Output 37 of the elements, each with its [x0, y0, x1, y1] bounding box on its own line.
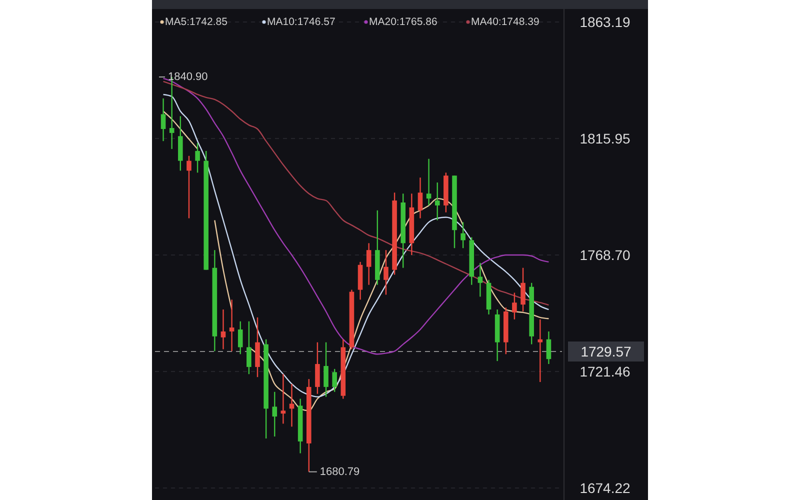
y-tick-label: 1768.70: [580, 247, 631, 264]
candlestick: [478, 262, 483, 298]
y-tick-label: 1721.46: [580, 364, 631, 380]
candlestick: [434, 182, 440, 221]
legend-label: MA10:1746.57: [267, 16, 336, 28]
candlestick: [195, 142, 200, 174]
candlestick: [512, 292, 517, 320]
y-tick-label: 1674.22: [580, 480, 631, 496]
candlestick: [246, 320, 252, 375]
annotation: 1680.79: [320, 466, 360, 478]
candlestick: [280, 374, 286, 424]
candlestick: [315, 342, 320, 394]
candlestick: [418, 176, 423, 219]
candlestick: [366, 242, 372, 286]
candlestick: [238, 320, 243, 355]
candlestick: [460, 222, 466, 249]
y-tick-label: 1815.95: [580, 130, 631, 146]
candlestick: [546, 330, 552, 365]
candlestick: [272, 391, 278, 438]
candlestick: [332, 368, 337, 392]
candlestick: [186, 155, 192, 219]
legend-label: MA20:1765.86: [369, 16, 438, 28]
candlestick: [289, 383, 294, 428]
annotation: 1840.90: [168, 70, 208, 83]
candlestick: [229, 299, 234, 352]
candlestick: [324, 342, 328, 398]
candlestick: [426, 158, 432, 206]
candlestick: [220, 308, 226, 350]
line-series: [162, 80, 550, 306]
candlestick: [520, 267, 526, 312]
y-tick-label: 1863.19: [580, 14, 631, 30]
ref-line-label: 1729.57: [580, 344, 632, 360]
candlestick: [160, 98, 166, 142]
candlestick: [538, 318, 543, 383]
legend-label: MA5:1742.85: [165, 16, 228, 28]
legend-label: MA40:1748.39: [471, 16, 540, 28]
candlestick: [384, 249, 388, 296]
